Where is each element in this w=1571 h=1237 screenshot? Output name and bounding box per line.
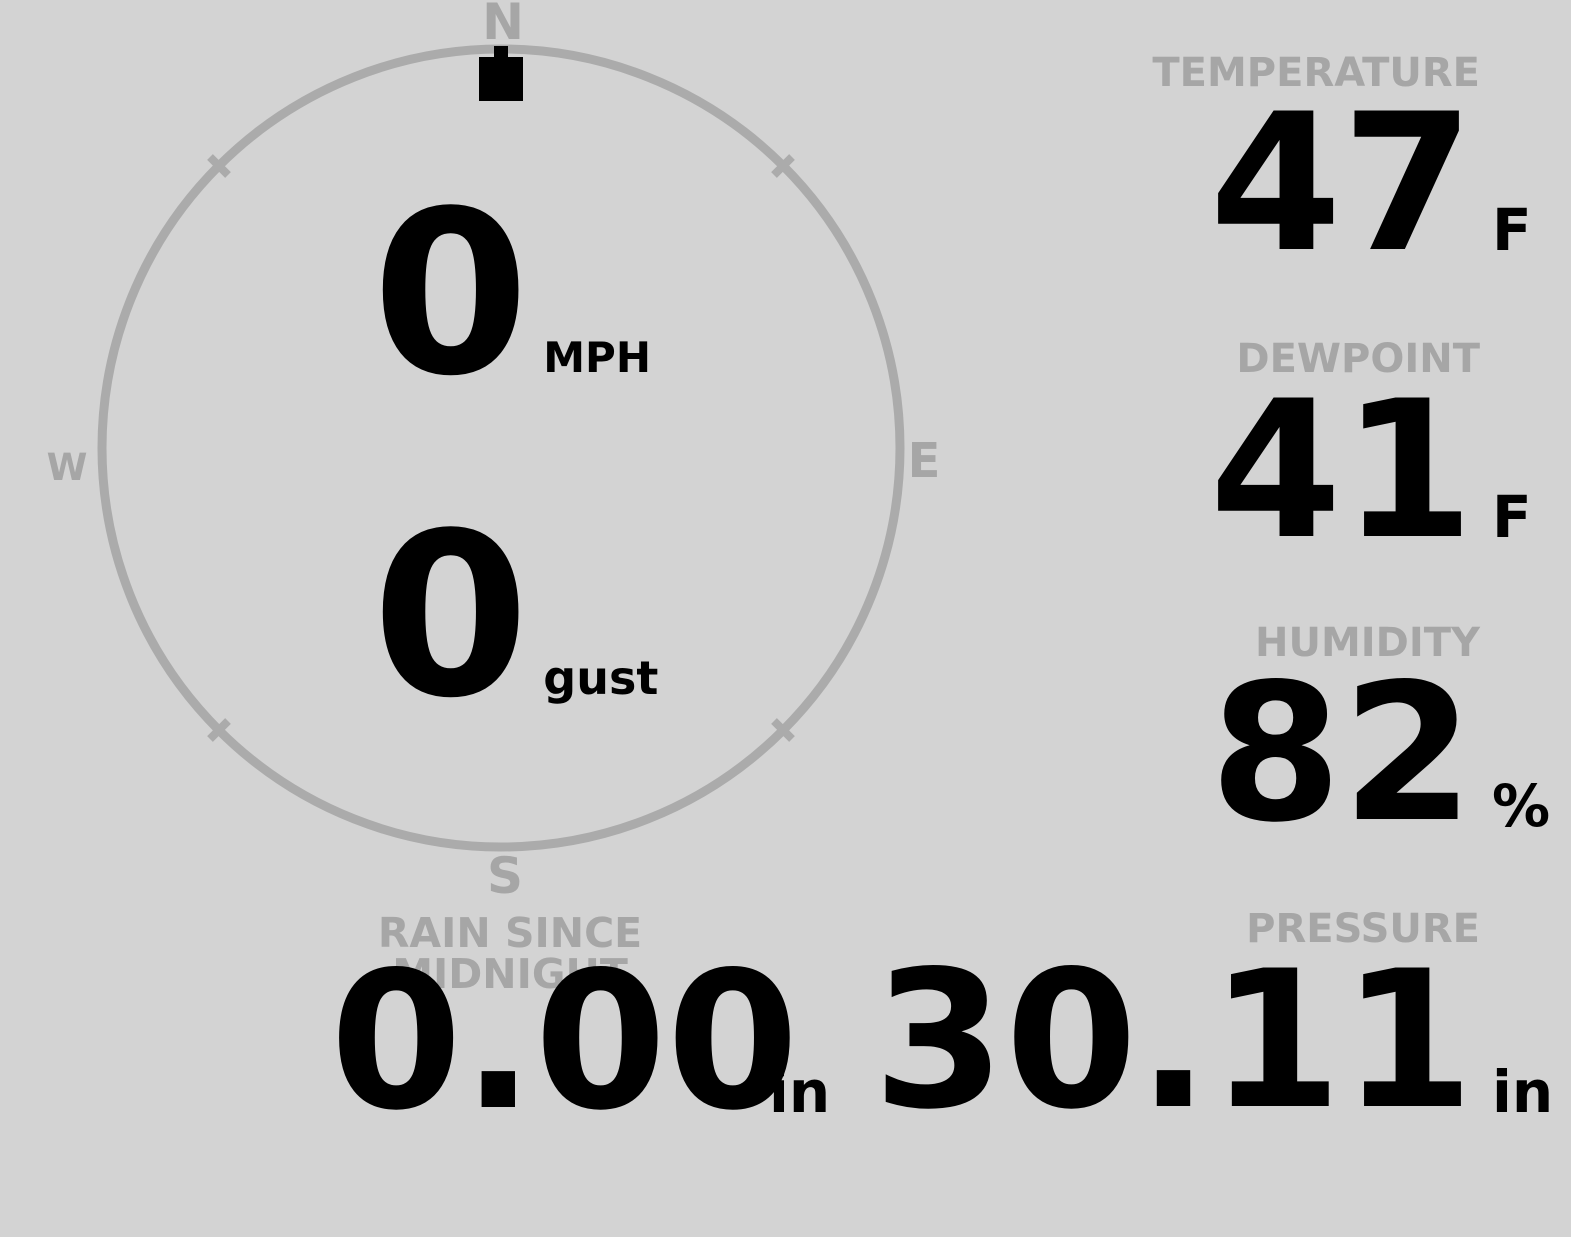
humidity-label: HUMIDITY — [1255, 620, 1480, 666]
wind-direction-tick — [494, 46, 508, 60]
rain-unit: in — [769, 1058, 831, 1126]
rain-label: RAIN SINCE MIDNIGHT — [377, 909, 643, 998]
wind-direction-marker-icon — [479, 57, 523, 101]
wind-gust-value: 0 — [372, 485, 530, 748]
compass-tick-nw — [207, 154, 231, 178]
wind-speed: 0 MPH — [372, 182, 651, 408]
temperature-label: TEMPERATURE — [1152, 50, 1480, 96]
compass-label-south: S — [486, 847, 524, 905]
compass-tick-se — [771, 718, 795, 742]
rain-value: 0.00 — [330, 931, 799, 1152]
dewpoint-unit: F — [1492, 483, 1532, 551]
wind-gust-unit: gust — [543, 651, 659, 705]
pressure-value: 30.11 — [873, 930, 1474, 1151]
dewpoint-value: 41 — [1209, 360, 1474, 581]
compass-label-east: E — [907, 433, 941, 489]
compass-tick-sw — [207, 718, 231, 742]
wind-speed-unit: MPH — [543, 333, 651, 382]
wind-speed-value: 0 — [372, 163, 530, 426]
humidity-unit: % — [1492, 772, 1551, 840]
temperature-unit: F — [1492, 196, 1532, 264]
compass-tick-ne — [771, 154, 795, 178]
humidity-value: 82 — [1209, 643, 1474, 864]
pressure-label: PRESSURE — [1246, 906, 1480, 952]
compass-label-north: N — [482, 0, 524, 51]
temperature-value: 47 — [1209, 73, 1474, 294]
wind-gust: 0 gust — [372, 504, 658, 730]
compass-label-west: W — [46, 446, 88, 489]
pressure-unit: in — [1492, 1058, 1554, 1126]
dewpoint-label: DEWPOINT — [1236, 336, 1480, 382]
